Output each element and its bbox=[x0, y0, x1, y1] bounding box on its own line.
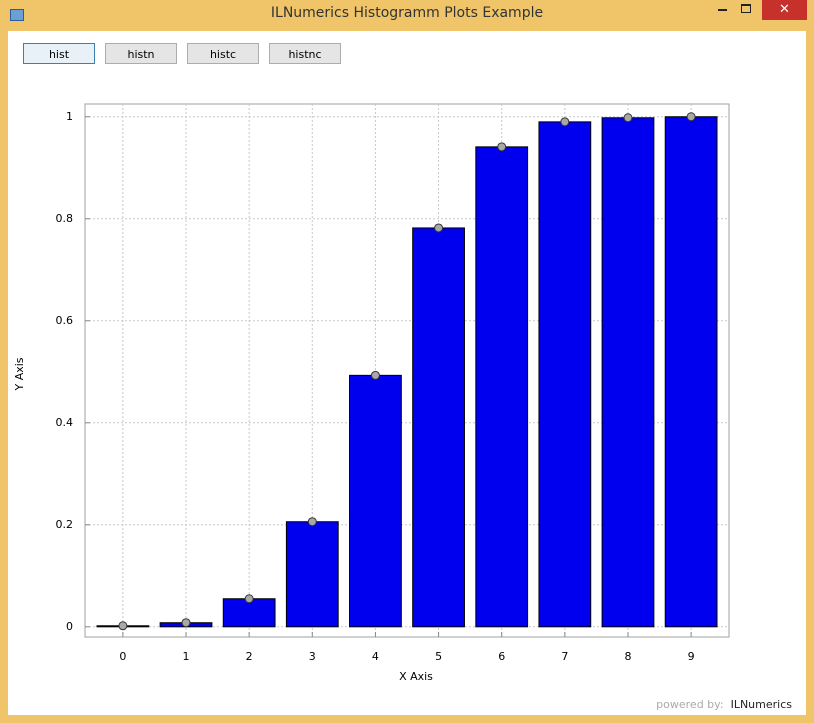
marker bbox=[497, 142, 507, 152]
x-tick-label: 2 bbox=[246, 650, 253, 663]
x-tick-label: 4 bbox=[372, 650, 379, 663]
y-tick-label: 0 bbox=[66, 620, 73, 633]
bar bbox=[285, 521, 339, 628]
client-area: hist histn histc histnc X Axis Y Axis 0 0… bbox=[8, 31, 806, 715]
marker bbox=[686, 112, 696, 122]
footer-brand: ILNumerics bbox=[730, 698, 792, 711]
bar bbox=[538, 121, 592, 628]
bar bbox=[601, 117, 655, 628]
x-tick-label: 7 bbox=[561, 650, 568, 663]
bar bbox=[664, 116, 718, 628]
x-tick-label: 3 bbox=[309, 650, 316, 663]
marker bbox=[623, 113, 633, 123]
marker bbox=[307, 517, 317, 527]
plot-frame bbox=[84, 103, 730, 638]
bar bbox=[222, 598, 276, 628]
y-tick-label: 0.8 bbox=[56, 212, 74, 225]
button[interactable]: histnc bbox=[269, 43, 341, 64]
window-title: ILNumerics Histogramm Plots Example bbox=[270, 5, 544, 21]
footer: powered by: ILNumerics bbox=[656, 698, 792, 711]
x-tick-label: 0 bbox=[119, 650, 126, 663]
bar bbox=[412, 227, 465, 628]
bar bbox=[475, 146, 529, 628]
bar bbox=[349, 374, 402, 628]
footer-prefix: powered by: bbox=[656, 698, 724, 711]
y-axis-label: Y Axis bbox=[13, 357, 26, 391]
y-tick-label: 0.2 bbox=[56, 518, 74, 531]
marker bbox=[434, 223, 444, 233]
button[interactable]: histn bbox=[105, 43, 177, 64]
marker bbox=[370, 370, 380, 380]
y-tick-label: 0.4 bbox=[56, 416, 74, 429]
chart: X Axis Y Axis 0 0.2 0.4 0.6 0.8 1 0 1 2 3 4 5 6 7 8 9 bbox=[13, 103, 730, 683]
close-button[interactable]: ✕ bbox=[762, 0, 807, 20]
button[interactable]: hist bbox=[23, 43, 95, 64]
x-tick-label: 8 bbox=[624, 650, 631, 663]
marker bbox=[181, 618, 191, 628]
maximize-button[interactable] bbox=[741, 4, 751, 13]
x-tick-label: 6 bbox=[498, 650, 505, 663]
x-tick-label: 1 bbox=[183, 650, 190, 663]
marker bbox=[244, 594, 254, 604]
marker bbox=[560, 117, 570, 127]
y-tick-label: 1 bbox=[66, 110, 73, 123]
button[interactable]: histc bbox=[187, 43, 259, 64]
x-axis-label: X Axis bbox=[399, 670, 433, 683]
marker bbox=[118, 621, 128, 631]
app-icon bbox=[10, 9, 24, 21]
x-tick-label: 9 bbox=[688, 650, 695, 663]
y-tick-label: 0.6 bbox=[56, 314, 74, 327]
minimize-button[interactable] bbox=[718, 9, 727, 11]
x-tick-label: 5 bbox=[435, 650, 442, 663]
